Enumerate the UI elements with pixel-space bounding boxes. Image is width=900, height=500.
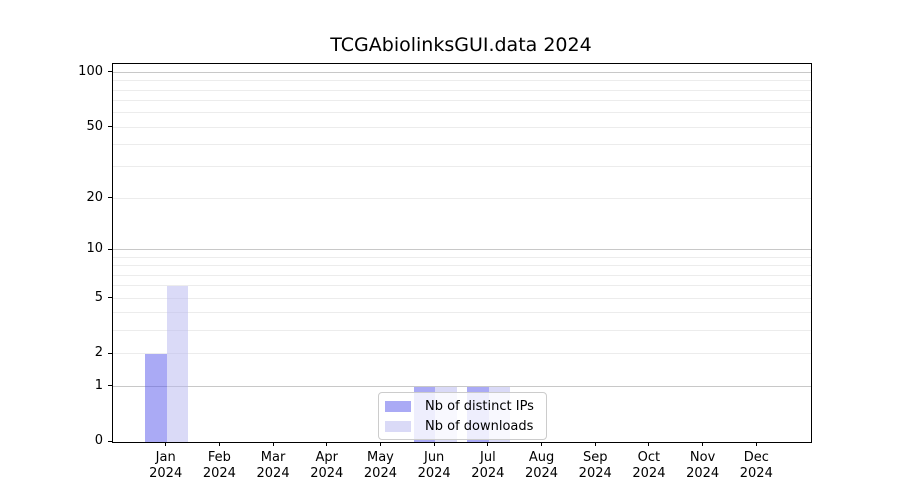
x-tick-label-year: 2024 bbox=[149, 466, 183, 481]
x-tick-label-month: Sep bbox=[582, 450, 608, 465]
gridline-major bbox=[113, 385, 811, 387]
legend-item-downloads: Nb of downloads bbox=[385, 418, 538, 435]
x-tick-label-month: Apr bbox=[315, 450, 339, 465]
x-tick-label-year: 2024 bbox=[256, 466, 290, 481]
x-tick-label-may: May 2024 bbox=[348, 450, 412, 482]
gridline-minor bbox=[113, 126, 811, 128]
x-tick bbox=[648, 442, 650, 446]
y-tick bbox=[108, 248, 113, 250]
x-tick-label-year: 2024 bbox=[524, 466, 559, 481]
y-tick bbox=[108, 71, 113, 73]
x-tick-label-month: Jan bbox=[155, 450, 176, 465]
gridline-minor bbox=[113, 285, 811, 287]
y-tick-label: 10 bbox=[86, 241, 103, 257]
gridline-minor bbox=[113, 89, 811, 91]
y-tick bbox=[108, 352, 113, 354]
y-tick-label: 50 bbox=[86, 118, 103, 134]
x-tick bbox=[218, 442, 220, 446]
gridline-major bbox=[113, 249, 811, 251]
x-tick-label-month: Jul bbox=[480, 450, 496, 465]
bar-ips-jan bbox=[145, 354, 167, 442]
x-tick-label-year: 2024 bbox=[471, 466, 505, 481]
y-tick bbox=[108, 126, 113, 128]
x-tick-label-month: May bbox=[367, 450, 394, 465]
gridline-minor bbox=[113, 297, 811, 299]
x-tick-label-sep: Sep 2024 bbox=[563, 450, 627, 482]
x-tick-label-nov: Nov 2024 bbox=[671, 450, 735, 482]
x-tick-label-year: 2024 bbox=[739, 466, 773, 481]
x-tick-label-apr: Apr 2024 bbox=[295, 450, 359, 482]
x-tick-label-jul: Jul 2024 bbox=[456, 450, 520, 482]
gridline-minor bbox=[113, 197, 811, 199]
x-tick-label-jan: Jan 2024 bbox=[134, 450, 198, 482]
y-tick bbox=[108, 297, 113, 299]
gridline-minor bbox=[113, 265, 811, 267]
y-tick-label: 100 bbox=[78, 63, 103, 79]
y-tick bbox=[108, 197, 113, 199]
x-tick bbox=[541, 442, 543, 446]
y-tick bbox=[108, 440, 113, 442]
y-tick-label: 0 bbox=[94, 433, 103, 448]
gridline-minor bbox=[113, 312, 811, 314]
x-tick-label-aug: Aug 2024 bbox=[510, 450, 574, 482]
gridline-minor bbox=[113, 330, 811, 332]
gridline-minor bbox=[113, 144, 811, 146]
x-tick bbox=[755, 442, 757, 446]
x-tick-label-year: 2024 bbox=[686, 466, 720, 481]
x-tick-label-year: 2024 bbox=[632, 466, 666, 481]
x-tick bbox=[487, 442, 489, 446]
y-tick-label: 2 bbox=[94, 345, 103, 361]
legend-label-downloads: Nb of downloads bbox=[425, 418, 534, 434]
x-tick-label-year: 2024 bbox=[417, 466, 451, 481]
x-tick-label-month: Feb bbox=[207, 450, 231, 465]
gridline-minor bbox=[113, 274, 811, 276]
x-tick bbox=[272, 442, 274, 446]
legend-swatch-downloads bbox=[385, 420, 411, 432]
x-tick bbox=[165, 442, 167, 446]
x-tick-label-year: 2024 bbox=[310, 466, 344, 481]
gridline-minor bbox=[113, 256, 811, 258]
plot-area: Nb of distinct IPs Nb of downloads bbox=[112, 63, 812, 443]
x-tick bbox=[379, 442, 381, 446]
x-tick-label-month: Dec bbox=[743, 450, 769, 465]
legend-swatch-distinct-ips bbox=[385, 400, 411, 412]
gridline-minor bbox=[113, 112, 811, 114]
gridline-minor bbox=[113, 100, 811, 102]
gridline-minor bbox=[113, 166, 811, 168]
x-tick-label-oct: Oct 2024 bbox=[617, 450, 681, 482]
x-tick-label-month: Oct bbox=[637, 450, 661, 465]
legend: Nb of distinct IPs Nb of downloads bbox=[378, 392, 547, 440]
x-tick-label-year: 2024 bbox=[363, 466, 397, 481]
x-tick-label-mar: Mar 2024 bbox=[241, 450, 305, 482]
gridline-major bbox=[113, 71, 811, 73]
x-tick bbox=[702, 442, 704, 446]
x-tick-label-year: 2024 bbox=[202, 466, 236, 481]
x-tick-label-feb: Feb 2024 bbox=[187, 450, 251, 482]
bar-downloads-jan bbox=[166, 286, 189, 442]
x-tick-label-dec: Dec 2024 bbox=[724, 450, 788, 482]
x-tick bbox=[326, 442, 328, 446]
x-tick bbox=[433, 442, 435, 446]
gridline-minor bbox=[113, 353, 811, 355]
x-tick bbox=[594, 442, 596, 446]
chart-title: TCGAbiolinksGUI.data 2024 bbox=[330, 34, 592, 56]
x-tick-label-month: Jun bbox=[423, 450, 445, 465]
x-tick-label-jun: Jun 2024 bbox=[402, 450, 466, 482]
x-tick-label-year: 2024 bbox=[578, 466, 612, 481]
x-tick-label-month: Mar bbox=[260, 450, 286, 465]
y-tick-label: 20 bbox=[86, 189, 103, 205]
legend-label-distinct-ips: Nb of distinct IPs bbox=[425, 398, 534, 414]
legend-item-distinct-ips: Nb of distinct IPs bbox=[385, 398, 538, 415]
gridline-minor bbox=[113, 80, 811, 82]
y-tick bbox=[108, 385, 113, 387]
x-tick-label-month: Nov bbox=[689, 450, 716, 465]
x-tick-label-month: Aug bbox=[528, 450, 555, 465]
y-tick-label: 1 bbox=[94, 377, 103, 393]
y-tick-label: 5 bbox=[94, 289, 103, 305]
